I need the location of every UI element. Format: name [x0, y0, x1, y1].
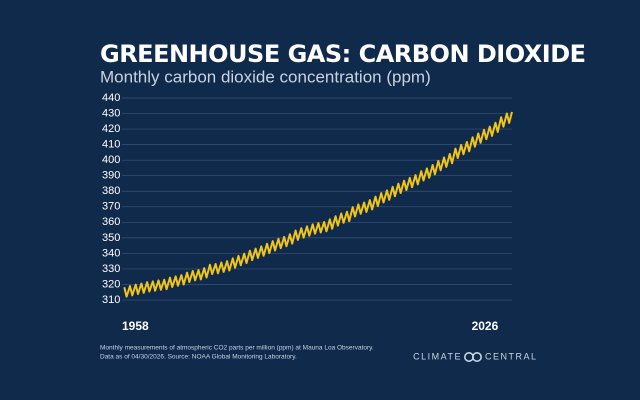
- y-tick-label: 390: [102, 170, 120, 182]
- logo-text: CLIMATE: [413, 351, 462, 361]
- grid: 310 320 330 340 350 360 370 380 390 400 410 420 430 4…: [102, 92, 512, 333]
- plot: [123, 111, 513, 298]
- x-tick-label: 1958: [122, 319, 149, 333]
- y-tick-label: 400: [102, 154, 120, 166]
- y-tick-label: 360: [102, 216, 120, 228]
- y-tick-label: 410: [102, 139, 120, 151]
- logo-text: CENTRAL: [485, 351, 538, 361]
- y-tick-label: 350: [102, 232, 120, 244]
- footnote: Monthly measurements of atmospheric CO2 …: [100, 345, 374, 352]
- y-tick-label: 310: [102, 294, 120, 306]
- chart-title: GREENHOUSE GAS: CARBON DIOXIDE: [100, 40, 586, 68]
- y-tick-label: 370: [102, 201, 120, 213]
- chart-subtitle: Monthly carbon dioxide concentration (pp…: [100, 67, 431, 86]
- footnote: Data as of 04/30/2026. Source: NOAA Glob…: [100, 354, 297, 361]
- y-tick-label: 330: [102, 263, 120, 275]
- y-tick-label: 320: [102, 278, 120, 290]
- y-tick-label: 430: [102, 107, 120, 119]
- y-tick-label: 340: [102, 247, 120, 259]
- y-tick-label: 440: [102, 92, 120, 104]
- y-tick-label: 380: [102, 185, 120, 197]
- logo-icon: [463, 351, 482, 362]
- data-line: [123, 111, 513, 298]
- y-tick-label: 420: [102, 123, 120, 135]
- x-tick-label: 2026: [472, 319, 499, 333]
